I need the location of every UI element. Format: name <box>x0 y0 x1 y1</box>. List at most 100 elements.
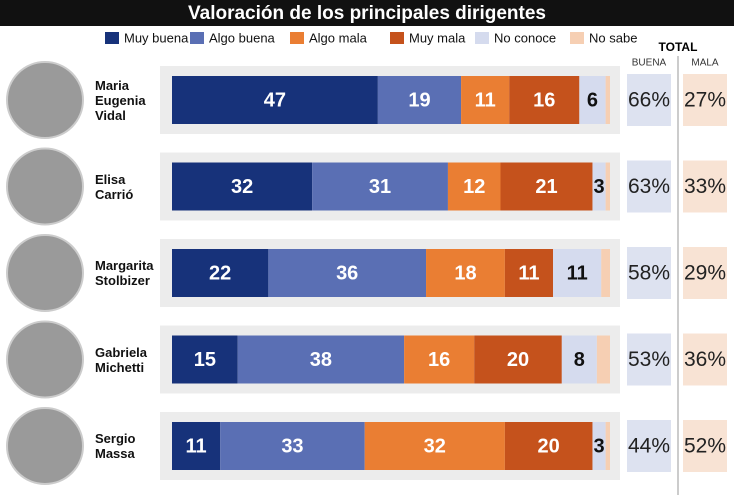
bar-value-label: 16 <box>428 349 450 371</box>
bar-segment <box>312 162 448 211</box>
total-box <box>627 74 671 126</box>
bar-value-label: 36 <box>336 262 358 284</box>
bar-segment <box>592 162 606 211</box>
photo <box>6 407 84 485</box>
bar-segment <box>509 76 580 124</box>
total-label: 58% <box>628 262 670 285</box>
bar-value-label: 12 <box>463 176 485 198</box>
legend-swatch <box>290 32 304 44</box>
name-box: Gabriela Michetti <box>95 344 148 375</box>
bar-segment <box>605 162 610 211</box>
bar-value-label: 33 <box>281 435 303 457</box>
total-box <box>627 333 671 386</box>
bar-segment <box>579 76 606 124</box>
bar-segment <box>561 335 597 384</box>
bar-segment <box>504 422 593 470</box>
category-label: Gabriela Michetti <box>95 344 148 375</box>
bar-value-label: 11 <box>518 262 539 284</box>
bar-value-label: 6 <box>587 89 598 111</box>
title-bar <box>0 0 734 26</box>
bar-segment <box>404 335 475 384</box>
legend-swatch <box>105 32 119 44</box>
legend-label: Muy buena <box>124 30 189 45</box>
total-label: 29% <box>684 262 726 285</box>
bar-segment <box>220 422 365 470</box>
total-box <box>627 247 671 299</box>
total-label: 27% <box>684 89 726 112</box>
total-box <box>683 74 727 126</box>
legend-label: No conoce <box>494 30 556 45</box>
total-label: 36% <box>684 348 726 371</box>
total-label: 66% <box>628 89 670 112</box>
bar-segment <box>377 76 462 124</box>
name-box: Sergio Massa <box>95 431 135 461</box>
legend-swatch <box>390 32 404 44</box>
bar-value-label: 47 <box>264 89 286 111</box>
total-box <box>683 420 727 472</box>
bar-segment <box>172 335 238 384</box>
legend-label: Muy mala <box>409 30 466 45</box>
bar-value-label: 32 <box>231 176 253 198</box>
bar-value-label: 19 <box>408 89 430 111</box>
bar-value-label: 18 <box>454 262 476 284</box>
bar-value-label: 11 <box>186 435 207 457</box>
bar-value-label: 32 <box>424 435 446 457</box>
bar-segment <box>172 422 221 470</box>
bar-segment <box>268 249 427 297</box>
bar-segment <box>426 249 505 297</box>
bar-segment <box>461 76 510 124</box>
bar-segment <box>447 162 501 211</box>
total-box <box>627 160 671 213</box>
photo <box>6 147 84 226</box>
photo <box>6 61 84 139</box>
photo <box>6 234 84 312</box>
legend-label: No sabe <box>589 30 637 45</box>
bar-value-label: 38 <box>310 349 332 371</box>
name-box: Maria Eugenia Vidal <box>95 77 146 123</box>
name-box: Elisa Carrió <box>95 171 134 202</box>
bar-segment <box>500 162 593 211</box>
total-box <box>683 160 727 213</box>
bar-segment <box>553 249 602 297</box>
bar-segment <box>596 335 610 384</box>
bar-segment <box>504 249 554 297</box>
total-box <box>683 333 727 386</box>
bar-value-label: 20 <box>507 349 529 371</box>
bar-value-label: 3 <box>593 435 604 457</box>
bar-value-label: 21 <box>535 176 557 198</box>
bar-value-label: 3 <box>593 176 604 198</box>
total-label: 52% <box>684 435 726 458</box>
bar-value-label: 8 <box>574 349 585 371</box>
total-label: 44% <box>628 435 670 458</box>
bar-value-label: 11 <box>567 262 588 284</box>
bar-segment <box>601 249 610 297</box>
bar-value-label: 16 <box>533 89 555 111</box>
bar-value-label: 11 <box>475 89 496 111</box>
bar-value-label: 15 <box>194 349 216 371</box>
total-label: 33% <box>684 175 726 198</box>
total-box <box>627 420 671 472</box>
bar-segment <box>172 76 378 124</box>
totals-header: MALA <box>691 58 719 69</box>
total-box <box>683 247 727 299</box>
bar-segment <box>172 162 313 211</box>
bar-segment <box>364 422 505 470</box>
total-label: 63% <box>628 175 670 198</box>
bar-segment <box>605 422 610 470</box>
legend-swatch <box>570 32 584 44</box>
bar-segment <box>474 335 562 384</box>
chart-title: Valoración de los principales dirigentes <box>188 3 546 24</box>
name-box: Margarita Stolbizer <box>95 258 154 288</box>
legend-label: Algo buena <box>209 30 276 45</box>
bar-segment <box>605 76 610 124</box>
bar-segment <box>592 422 606 470</box>
legend-swatch <box>190 32 204 44</box>
bar-value-label: 20 <box>538 435 560 457</box>
category-label: Margarita Stolbizer <box>95 258 154 288</box>
total-label: 53% <box>628 348 670 371</box>
category-label: Elisa Carrió <box>95 171 134 202</box>
bar-segment <box>237 335 405 384</box>
category-label: Maria Eugenia Vidal <box>95 77 146 123</box>
bar-value-label: 22 <box>209 262 231 284</box>
